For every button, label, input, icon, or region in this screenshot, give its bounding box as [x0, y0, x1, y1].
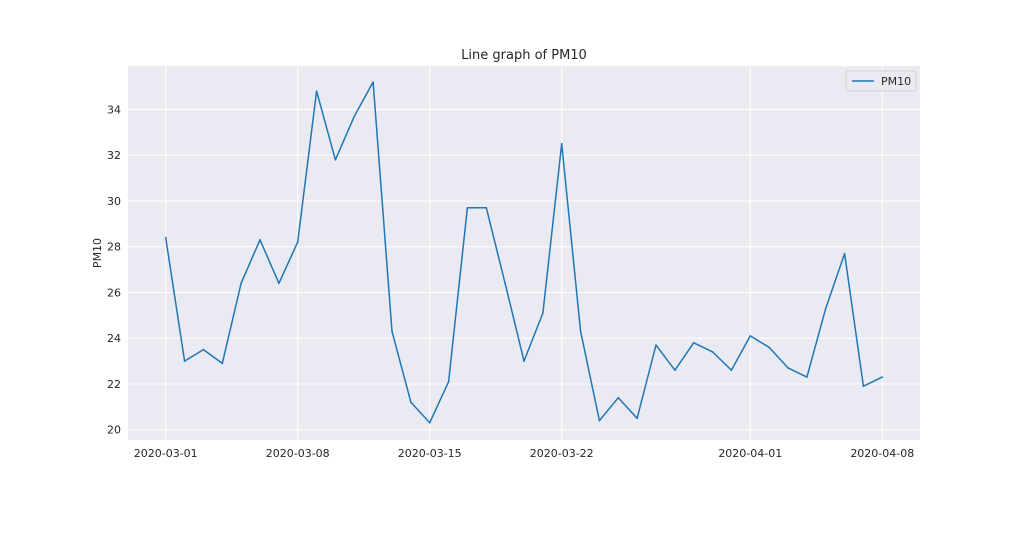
data-point: [428, 422, 431, 424]
legend-label: PM10: [881, 75, 911, 88]
data-point: [560, 143, 563, 145]
y-axis-label: PM10: [91, 238, 104, 268]
data-point: [296, 241, 299, 243]
data-point: [183, 360, 186, 362]
data-point: [806, 376, 808, 378]
data-point: [542, 312, 544, 314]
y-tick-label: 20: [107, 424, 121, 437]
y-tick-label: 22: [107, 378, 121, 391]
y-tick-label: 24: [107, 332, 121, 345]
x-tick-label: 2020-04-08: [850, 447, 914, 460]
data-point: [843, 252, 846, 255]
data-point: [523, 360, 525, 362]
y-tick-label: 28: [107, 241, 121, 254]
x-tick-label: 2020-03-01: [134, 447, 198, 460]
data-point: [334, 159, 337, 161]
series-lines: [164, 81, 884, 424]
data-point: [259, 239, 261, 241]
x-tick-label: 2020-03-22: [530, 447, 594, 460]
data-point: [711, 351, 714, 353]
data-point: [636, 417, 638, 420]
data-point: [655, 344, 657, 346]
y-tick-label: 34: [107, 103, 121, 116]
data-point: [221, 362, 224, 365]
data-point: [749, 335, 752, 337]
data-point: [504, 282, 506, 285]
y-tick-label: 30: [107, 195, 121, 208]
data-point: [202, 348, 205, 351]
data-point: [787, 367, 789, 369]
data-point: [391, 330, 393, 333]
x-tick-label: 2020-04-01: [718, 447, 782, 460]
legend: PM10: [845, 70, 917, 92]
data-point: [315, 90, 318, 92]
x-tick-labels: 2020-03-01 2020-03-08 2020-03-15 2020-03-22…: [134, 447, 915, 460]
data-point: [466, 207, 469, 209]
plot-area: [128, 66, 920, 440]
data-point: [824, 307, 827, 310]
y-tick-label: 26: [107, 286, 121, 299]
data-point: [692, 342, 695, 344]
data-point: [768, 346, 770, 349]
data-point: [240, 282, 242, 285]
data-point: [617, 396, 620, 399]
data-point: [164, 236, 167, 239]
data-point: [447, 380, 450, 383]
data-point: [485, 207, 488, 209]
data-point: [598, 419, 601, 422]
data-point: [881, 376, 884, 378]
data-point: [353, 115, 356, 118]
x-tick-label: 2020-03-08: [266, 447, 330, 460]
grid-lines: [128, 66, 920, 440]
data-point: [278, 282, 280, 285]
data-point: [410, 401, 412, 404]
legend-box: [845, 70, 917, 92]
data-point: [579, 330, 582, 333]
y-tick-labels: 20 22 24 26 28 30 32 34: [107, 103, 121, 436]
x-tick-label: 2020-03-15: [398, 447, 462, 460]
y-tick-label: 32: [107, 149, 121, 162]
data-point: [862, 385, 865, 388]
data-point: [372, 81, 374, 83]
chart-title: Line graph of PM10: [461, 48, 587, 63]
data-point: [674, 369, 676, 372]
data-point: [730, 369, 733, 372]
